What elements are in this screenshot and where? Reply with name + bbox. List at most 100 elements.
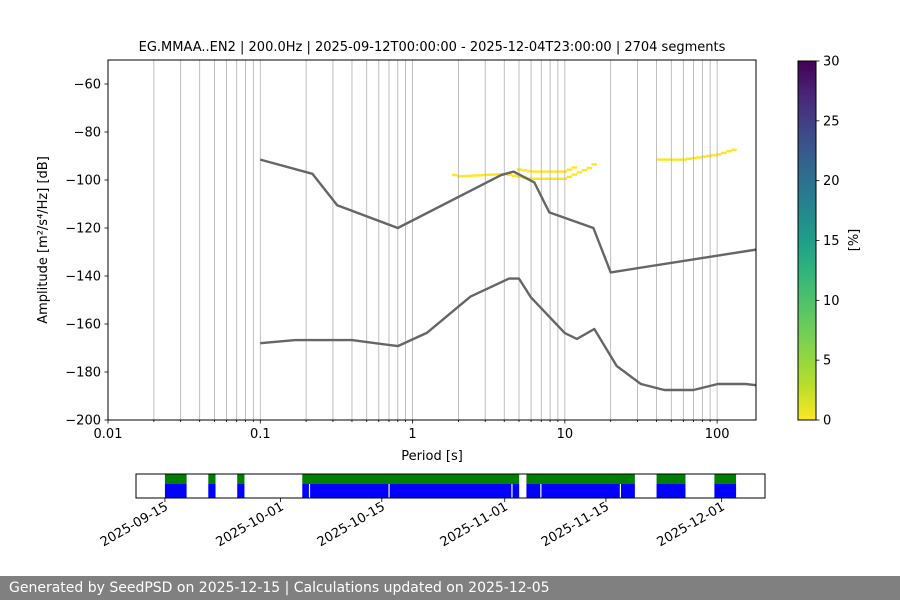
heatmap-cell [496, 173, 503, 176]
footer-status: Generated by SeedPSD on 2025-12-15 | Cal… [0, 576, 900, 600]
x-tick-label: 100 [705, 427, 730, 442]
processed-bar [208, 484, 216, 498]
y-axis-label: Amplitude [m²/s⁴/Hz] [dB] [36, 156, 51, 324]
nlnm-curve [260, 277, 756, 392]
psd-figure: EG.MMAA..EN2 | 200.0Hz | 2025-09-12T00:0… [36, 40, 862, 550]
heatmap-cell [526, 170, 533, 173]
heatmap-cell [516, 175, 523, 178]
heatmap-cell [571, 166, 578, 169]
heatmap-cell [576, 171, 583, 174]
processed-bar [656, 484, 686, 498]
heatmap-cell [656, 158, 662, 161]
y-tick-label: −80 [74, 126, 101, 141]
timeline-frame [135, 473, 766, 499]
availability-bar [164, 474, 187, 484]
heatmap-cell [521, 169, 528, 172]
availability-bar [656, 474, 686, 484]
y-axis: −60 −80 −100 −120 −140 −160 −180 −200 [65, 78, 108, 429]
timeline-tick-label: 2025-11-15 [539, 499, 612, 550]
heatmap-cell [551, 170, 558, 173]
vertical-grid [108, 60, 718, 420]
processed-bar [237, 484, 245, 498]
heatmap-cell [481, 173, 488, 177]
heatmap-cell [536, 177, 543, 180]
colorbar-tick-label: 30 [823, 55, 840, 70]
colorbar-gradient [797, 60, 817, 421]
heatmap-cell [726, 150, 732, 153]
colorbar-label: [%] [847, 229, 862, 252]
colorbar-tick-label: 0 [823, 414, 831, 429]
heatmap-cell [671, 158, 677, 161]
timeline-tick-label: 2025-10-15 [315, 499, 388, 550]
chart-title: EG.MMAA..EN2 | 200.0Hz | 2025-09-12T00:0… [139, 40, 726, 55]
heatmap-cell [536, 170, 543, 173]
x-tick-label: 0.1 [250, 427, 271, 442]
y-tick-label: −160 [65, 318, 101, 333]
heatmap-cell [486, 173, 493, 176]
heatmap-cell [711, 154, 717, 157]
heatmap-cell [591, 163, 598, 166]
heatmap-cell [526, 177, 533, 180]
colorbar: 0 5 10 15 20 25 30 [%] [797, 55, 862, 429]
colorbar-tick-label: 5 [823, 354, 831, 369]
noise-model-curves [259, 158, 756, 392]
heatmap-cell [566, 175, 573, 179]
colorbar-tick-label: 20 [823, 174, 840, 189]
y-tick-label: −60 [74, 78, 101, 93]
availability-bar [714, 474, 737, 484]
colorbar-tick-label: 15 [823, 234, 840, 249]
heatmap-cell [461, 174, 468, 178]
y-tick-label: −100 [65, 174, 101, 189]
heatmap-cell [681, 158, 687, 161]
heatmap-cell [531, 170, 538, 173]
processed-bar [714, 484, 737, 498]
heatmap-cell [586, 166, 593, 170]
heatmap-cell [706, 154, 712, 158]
heatmap-cell [471, 174, 478, 177]
heatmap-cell [701, 155, 707, 158]
plot-frame [107, 59, 757, 421]
heatmap-cell [691, 156, 697, 160]
availability-bar [237, 474, 245, 484]
heatmap-cell [541, 177, 548, 180]
heatmap-cell [556, 170, 563, 173]
nhnm-curve [259, 158, 756, 274]
timeline-tick-label: 2025-12-01 [655, 499, 728, 550]
heatmap-cell [661, 158, 667, 161]
x-tick-label: 10 [557, 427, 574, 442]
x-tick-label: 1 [408, 427, 416, 442]
heatmap-cell [716, 153, 722, 156]
x-axis-label: Period [s] [401, 449, 463, 464]
heatmap-cell [561, 177, 568, 180]
heatmap-cell [571, 173, 578, 176]
heatmap-cell [516, 168, 523, 171]
y-tick-label: −140 [65, 270, 101, 285]
availability-bar [302, 474, 520, 484]
timeline-tick-label: 2025-10-01 [214, 499, 287, 550]
heatmap-cell [686, 157, 692, 161]
heatmap-cell [666, 158, 672, 161]
heatmap-cell [546, 170, 553, 173]
y-tick-label: −180 [65, 366, 101, 381]
colorbar-tick-label: 10 [823, 294, 840, 309]
heatmap-cell [541, 170, 548, 173]
psd-plot-area: 0.01 0.1 1 10 100 −60 −80 −100 −120 −140 −160 −180… [36, 59, 757, 464]
x-axis: 0.01 0.1 1 10 100 [94, 420, 730, 442]
x-tick-label: 0.01 [94, 427, 123, 442]
heatmap-cell [506, 173, 513, 177]
availability-bar [208, 474, 216, 484]
timeline-tick-label: 2025-09-15 [98, 499, 171, 550]
heatmap-cell [561, 170, 568, 173]
data-availability-timeline: 2025-09-15 2025-10-01 2025-10-15 2025-11-01… [98, 473, 766, 550]
heatmap-cell [551, 177, 558, 180]
heatmap-cell [456, 175, 463, 178]
heatmap-cell [451, 173, 458, 177]
heatmap-cell [696, 156, 702, 159]
psd-density-heatmap [451, 148, 737, 180]
availability-bar [526, 474, 635, 484]
heatmap-cell [476, 174, 483, 177]
processed-bar [526, 484, 635, 498]
heatmap-cell [581, 169, 588, 172]
timeline-tick-label: 2025-11-01 [438, 499, 511, 550]
heatmap-cell [491, 173, 498, 176]
